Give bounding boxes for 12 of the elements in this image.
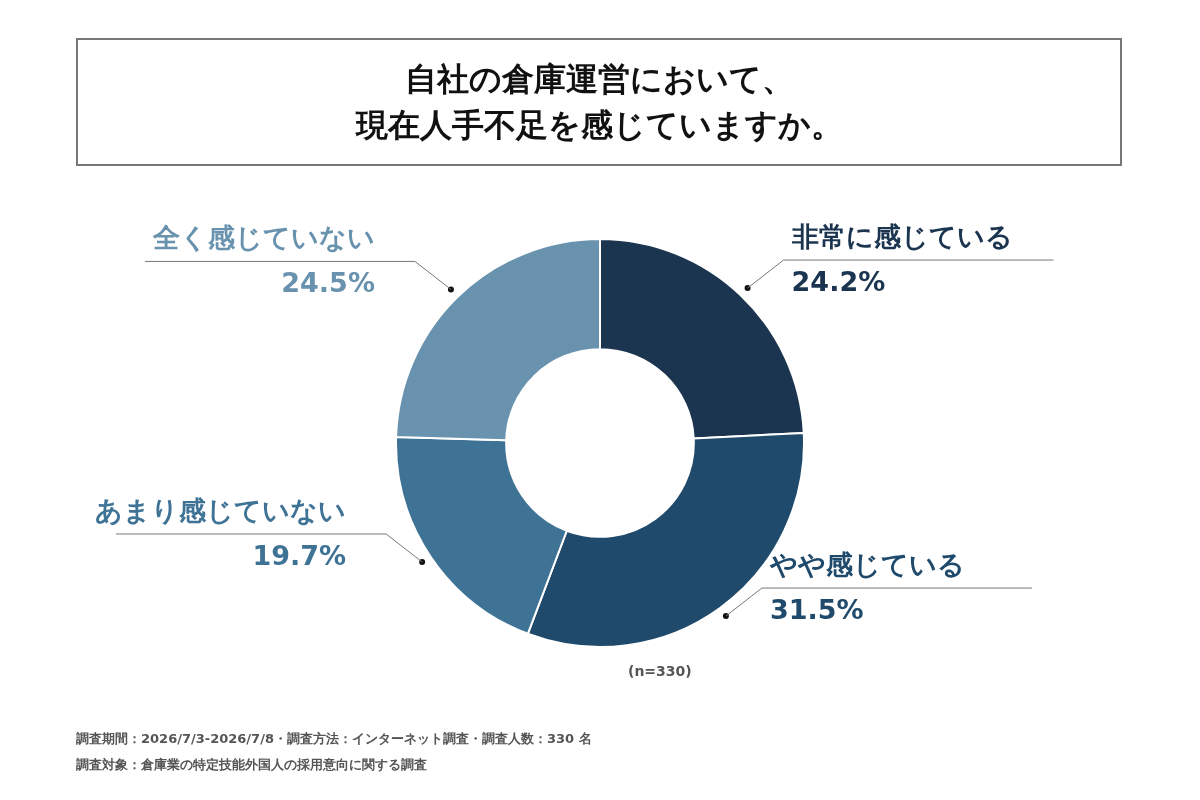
data-label: 19.7% [252,539,347,571]
slice-label: やや感じている [768,548,965,580]
slice-label: 全く感じていない [151,221,375,253]
text: 調査期間：2026/7/3-2026/7/8・調査方法：インターネット調査・調査人数：330 名 [76,730,592,748]
text: (n=330) [628,663,692,679]
text: 調査対象：倉庫業の特定技能外国人の採用意向に関する調査 [76,756,427,774]
slice-label: あまり感じていない [95,494,347,526]
slice-label: 非常に感じている [790,220,1013,252]
data-label: 24.2% [791,265,886,297]
data-label: 31.5% [769,593,864,625]
data-label: 24.5% [281,266,375,298]
chart-title: 自社の倉庫運営において、現在人手不足を感じていますか。 [76,38,1122,166]
